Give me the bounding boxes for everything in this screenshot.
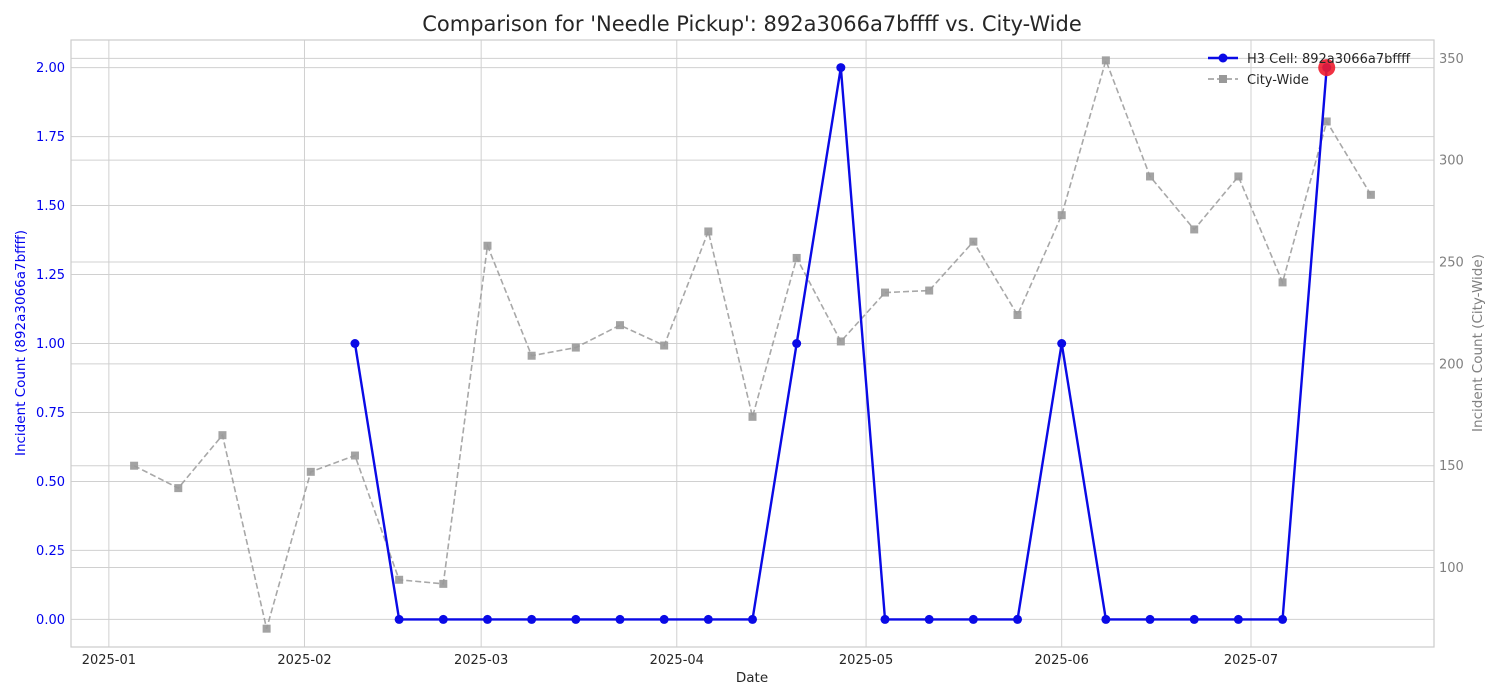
h3-cell-point — [1278, 614, 1288, 624]
city-wide-point — [306, 467, 315, 476]
h3-cell-point — [748, 614, 757, 624]
right-tick-label: 200 — [1439, 357, 1464, 372]
city-wide-point — [660, 341, 669, 350]
h3-cell-point — [703, 614, 713, 624]
city-wide-point — [571, 343, 580, 352]
h3-cell-point — [527, 614, 537, 624]
city-wide-point — [1278, 278, 1287, 287]
x-axis-title: Date — [736, 670, 768, 686]
city-wide-point — [483, 241, 492, 250]
h3-cell-point — [1057, 339, 1067, 348]
city-wide-line — [133, 57, 1372, 629]
series-layer — [130, 56, 1375, 633]
right-axis-ticks: 100 150 200 250 300 350 — [1439, 52, 1464, 576]
h3-cell-point — [924, 614, 934, 624]
x-tick-label: 2025-01 — [82, 653, 136, 668]
h3-cell-point — [792, 339, 802, 348]
legend-h3-marker — [1218, 53, 1228, 63]
city-wide-point — [395, 575, 404, 584]
left-axis-ticks: 0.00 0.25 0.50 0.75 1.00 1.25 1.50 1.75 2.00 — [36, 61, 65, 628]
h3-cell-point — [1145, 614, 1155, 624]
city-wide-point — [1234, 172, 1243, 181]
left-tick-label: 1.50 — [36, 199, 65, 214]
city-wide-point — [350, 451, 359, 460]
right-tick-label: 300 — [1439, 154, 1464, 169]
city-wide-point — [218, 431, 227, 440]
left-axis-title: Incident Count (892a3066a7bffff) — [13, 230, 29, 456]
city-wide-point — [1146, 172, 1155, 181]
city-wide-point — [615, 321, 624, 330]
city-wide-point — [1190, 225, 1199, 234]
chart-title: Comparison for 'Needle Pickup': 892a3066… — [422, 12, 1082, 36]
city-wide-point — [704, 227, 713, 236]
x-tick-label: 2025-03 — [454, 653, 508, 668]
h3-cell-point — [880, 614, 890, 624]
city-wide-point — [1322, 117, 1331, 126]
left-tick-label: 0.75 — [36, 406, 65, 421]
h3-cell-point — [350, 339, 360, 348]
left-tick-label: 0.00 — [36, 613, 65, 628]
city-wide-point — [1101, 56, 1110, 65]
city-wide-point — [792, 253, 801, 262]
left-tick-label: 0.50 — [36, 475, 65, 490]
x-tick-label: 2025-04 — [650, 653, 704, 668]
right-tick-label: 150 — [1439, 459, 1464, 474]
legend-city-label: City-Wide — [1247, 73, 1309, 88]
right-axis-title: Incident Count (City-Wide) — [1470, 254, 1486, 432]
left-tick-label: 1.00 — [36, 337, 65, 352]
h3-cell-point — [438, 614, 448, 624]
city-wide-point — [262, 624, 271, 633]
x-tick-label: 2025-06 — [1035, 653, 1089, 668]
city-wide-point — [439, 579, 448, 588]
city-wide-point — [130, 461, 139, 470]
h3-cell-point — [1189, 614, 1199, 624]
h3-cell-point — [968, 614, 978, 624]
city-wide-point — [1013, 310, 1022, 319]
x-tick-label: 2025-07 — [1224, 653, 1278, 668]
city-wide-point — [527, 351, 536, 360]
right-tick-label: 100 — [1439, 561, 1464, 576]
h3-cell-point — [1013, 614, 1023, 624]
highlight-point — [1318, 59, 1336, 77]
city-wide-point — [1057, 211, 1066, 220]
city-wide-point — [748, 412, 757, 421]
right-tick-label: 250 — [1439, 256, 1464, 271]
left-tick-label: 0.25 — [36, 544, 65, 559]
x-axis-ticks: 2025-01 2025-02 2025-03 2025-04 2025-05 2025-… — [82, 653, 1278, 668]
h3-cell-point — [482, 614, 492, 624]
right-tick-label: 350 — [1439, 52, 1464, 67]
legend: H3 Cell: 892a3066a7bffff City-Wide — [1208, 52, 1411, 88]
legend-h3-label: H3 Cell: 892a3066a7bffff — [1247, 52, 1411, 67]
x-tick-label: 2025-02 — [277, 653, 331, 668]
plot-frame — [70, 39, 1435, 648]
left-tick-label: 2.00 — [36, 61, 65, 76]
left-tick-label: 1.75 — [36, 130, 65, 145]
h3-cell-point — [659, 614, 669, 624]
city-wide-point — [969, 237, 978, 246]
city-wide-point — [881, 288, 890, 297]
h3-cell-point — [615, 614, 625, 624]
left-tick-label: 1.25 — [36, 268, 65, 283]
city-wide-point — [174, 484, 183, 493]
city-wide-point — [1366, 190, 1375, 199]
h3-cell-point — [836, 63, 846, 73]
city-wide-point — [836, 337, 845, 346]
h3-cell-point — [1101, 614, 1111, 624]
h3-cell-point — [1233, 614, 1243, 624]
grid — [71, 40, 1434, 647]
legend-city-marker — [1219, 75, 1227, 83]
x-tick-label: 2025-05 — [839, 653, 893, 668]
h3-cell-point — [571, 614, 581, 624]
city-wide-point — [925, 286, 934, 295]
h3-cell-point — [394, 614, 404, 624]
